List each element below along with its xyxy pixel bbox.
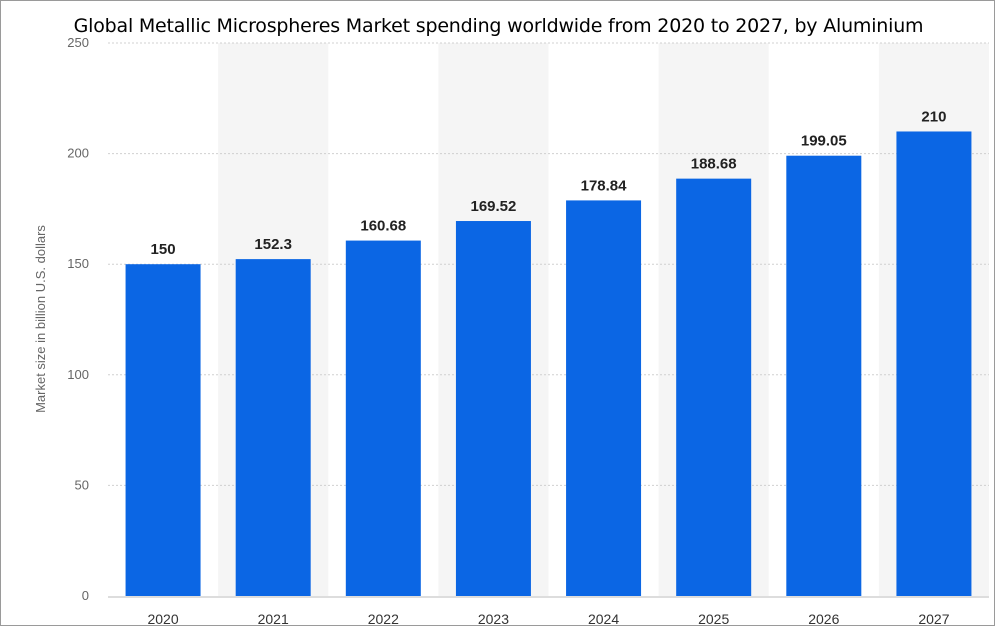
data-label-2020: 150 [151,241,176,258]
y-axis-ticks: 0 50 100 150 200 250 [67,35,89,603]
data-label-2024: 178.84 [581,177,628,194]
gridlines [108,42,989,486]
bar-2022 [345,240,421,596]
bar-2024 [566,200,642,596]
x-tick-label-2021: 2021 [258,611,289,627]
data-label-2023: 169.52 [470,198,516,215]
x-tick-label-2023: 2023 [478,611,509,627]
chart-title: Global Metallic Microspheres Market spen… [73,15,924,37]
bar-2023 [455,221,531,596]
y-tick-label: 150 [67,256,89,271]
bar-2025 [676,178,752,597]
bar-2027 [896,131,972,597]
x-tick-label-2024: 2024 [588,611,619,627]
y-tick-label: 250 [67,35,89,50]
data-label-2025: 188.68 [691,156,737,173]
data-label-2026: 199.05 [801,133,847,150]
y-tick-label: 100 [67,367,89,382]
y-tick-label: 0 [82,588,89,603]
bars [125,131,972,597]
x-tick-label-2027: 2027 [918,611,949,627]
y-axis-title: Market size in billion U.S. dollars [33,225,48,413]
x-tick-label-2020: 2020 [147,611,178,627]
x-tick-label-2025: 2025 [698,611,729,627]
bar-2026 [786,155,862,596]
bar-2020 [125,264,201,596]
x-tick-label-2022: 2022 [368,611,399,627]
data-label-2027: 210 [921,108,946,125]
data-label-2022: 160.68 [360,218,406,235]
y-tick-label: 50 [75,477,89,492]
x-axis-ticks: 2020 2021 2022 2023 2024 2025 2026 2027 [147,611,949,627]
bar-2021 [235,259,311,596]
data-labels: 150 152.3 160.68 169.52 178.84 188.68 199.05 21… [151,108,947,258]
data-label-2021: 152.3 [254,236,292,253]
y-tick-label: 200 [67,146,89,161]
x-tick-label-2026: 2026 [808,611,839,627]
